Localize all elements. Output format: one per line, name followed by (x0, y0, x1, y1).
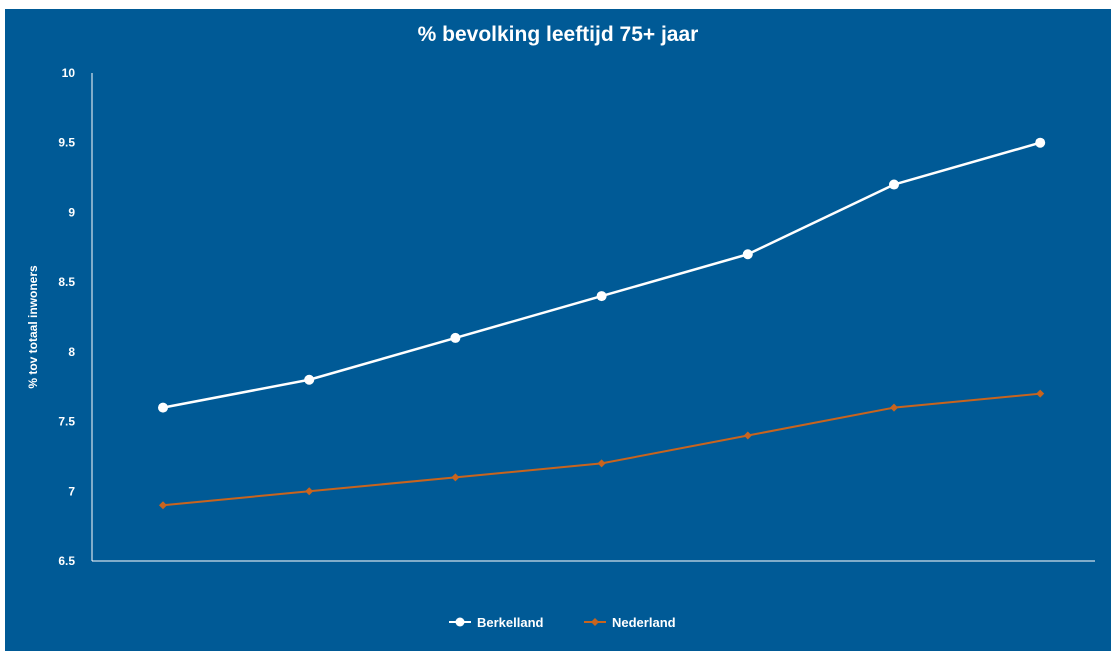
legend-marker (455, 617, 465, 627)
data-point[interactable] (159, 501, 167, 510)
y-tick-label: 9.5 (58, 136, 75, 150)
data-point[interactable] (305, 487, 314, 496)
y-tick-label: 7 (68, 484, 75, 498)
y-tick-label: 8 (68, 345, 75, 359)
y-tick-label: 7.5 (58, 415, 75, 429)
legend-label: Nederland (612, 615, 676, 630)
chart-background (5, 9, 1111, 651)
data-point[interactable] (158, 402, 168, 413)
chart-title: % bevolking leeftijd 75+ jaar (418, 23, 699, 46)
data-point[interactable] (304, 374, 315, 385)
legend: Berkelland Nederland (449, 615, 676, 630)
series-nederland (159, 389, 1045, 510)
chart-container: % bevolking leeftijd 75+ jaar % tov tota… (5, 9, 1111, 651)
data-point[interactable] (743, 431, 752, 440)
legend-item-berkelland[interactable]: Berkelland (449, 615, 544, 630)
legend-item-nederland[interactable]: Nederland (584, 615, 676, 630)
y-axis-label: % tov totaal inwoners (26, 265, 40, 389)
data-point[interactable] (742, 249, 753, 260)
data-point[interactable] (597, 459, 606, 468)
data-point[interactable] (1035, 137, 1046, 148)
y-tick-label: 9 (68, 205, 75, 219)
data-point[interactable] (451, 473, 460, 482)
data-point[interactable] (890, 403, 898, 412)
line-chart: % bevolking leeftijd 75+ jaar % tov tota… (5, 9, 1111, 651)
y-tick-label: 6.5 (58, 554, 75, 568)
y-tick-label: 10 (62, 66, 76, 80)
series-berkelland (158, 137, 1046, 413)
legend-label: Berkelland (477, 615, 544, 630)
legend-marker (591, 618, 599, 626)
data-point[interactable] (1036, 389, 1045, 398)
y-tick-label: 8.5 (58, 275, 75, 289)
data-point[interactable] (450, 332, 461, 343)
data-point[interactable] (596, 291, 607, 302)
data-point[interactable] (889, 179, 899, 190)
series-layer (158, 137, 1046, 510)
y-axis-ticks: 10 9.5 9 8.5 8 7.5 7 6.5 (58, 66, 75, 568)
